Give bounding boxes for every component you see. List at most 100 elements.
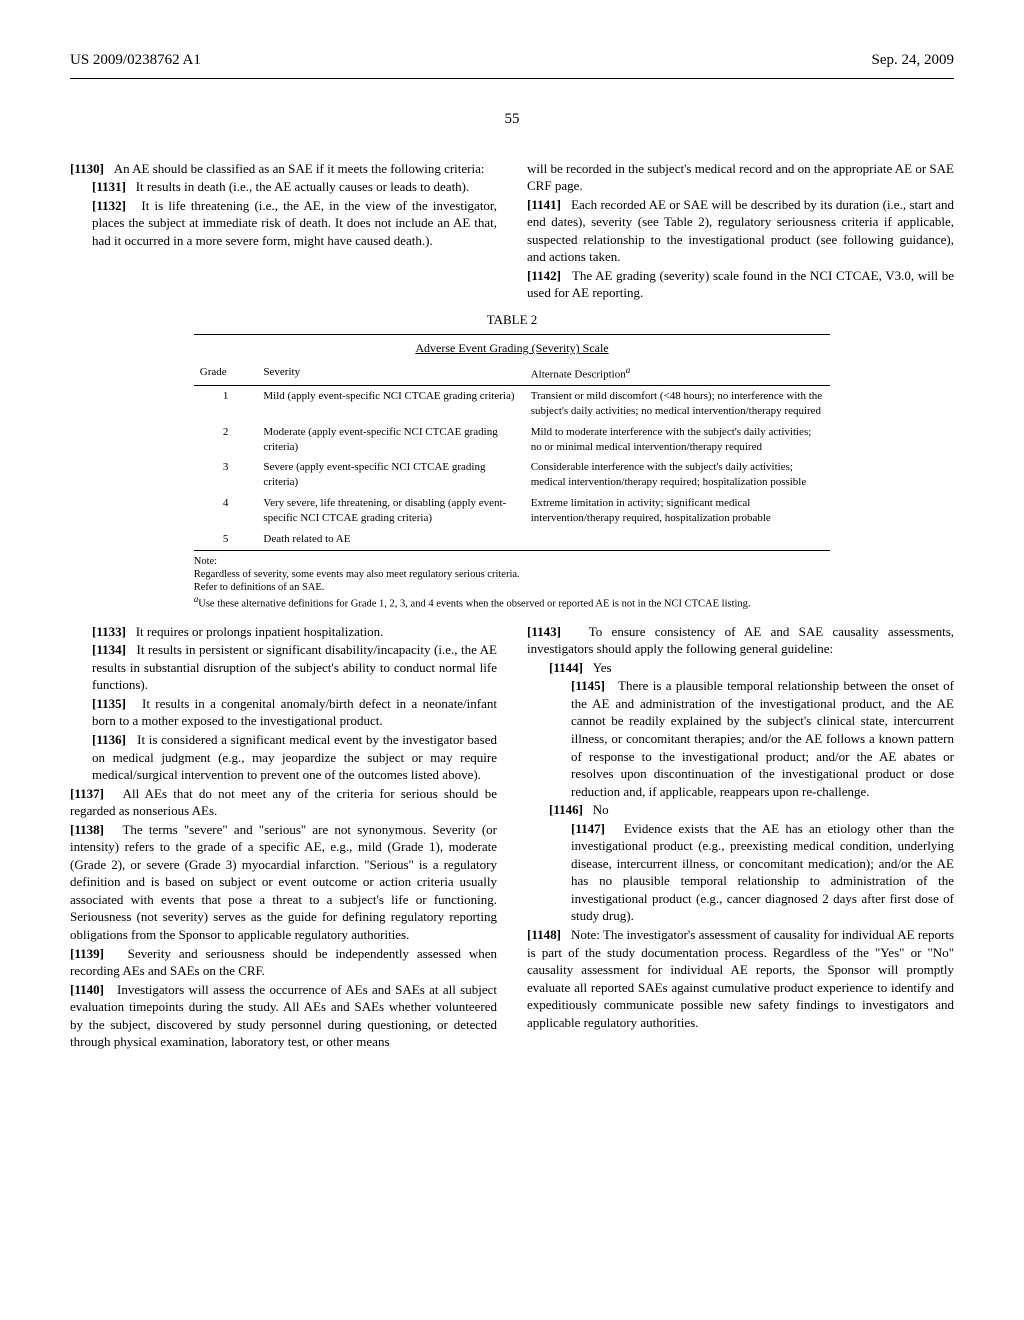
note-line: Refer to definitions of an SAE. (194, 581, 830, 594)
para-text: Severity and seriousness should be indep… (70, 946, 497, 979)
th-severity: Severity (257, 361, 524, 386)
table-row: 4Very severe, life threatening, or disab… (194, 493, 830, 529)
para-text: will be recorded in the subject's medica… (527, 161, 954, 194)
para-text: Each recorded AE or SAE will be describe… (527, 197, 954, 265)
para-1143: [1143] To ensure consistency of AE and S… (527, 623, 954, 658)
para-text: The terms "severe" and "serious" are not… (70, 822, 497, 942)
para-1145: [1145] There is a plausible temporal rel… (527, 677, 954, 800)
table-row: 5Death related to AE (194, 529, 830, 550)
para-num: [1133] (92, 624, 126, 639)
para-1146: [1146] No (527, 801, 954, 819)
pub-number: US 2009/0238762 A1 (70, 50, 201, 70)
para-num: [1135] (92, 696, 126, 711)
para-1144: [1144] Yes (527, 659, 954, 677)
para-num: [1136] (92, 732, 126, 747)
para-text: To ensure consistency of AE and SAE caus… (527, 624, 954, 657)
para-text: It results in persistent or significant … (92, 642, 497, 692)
para-text: The AE grading (severity) scale found in… (527, 268, 954, 301)
table-2-container: TABLE 2 Adverse Event Grading (Severity)… (194, 311, 830, 611)
para-num: [1143] (527, 624, 561, 639)
para-1136: [1136] It is considered a significant me… (70, 731, 497, 784)
para-num: [1132] (92, 198, 126, 213)
para-num: [1131] (92, 179, 126, 194)
para-num: [1148] (527, 927, 561, 942)
cell-severity: Death related to AE (257, 529, 524, 550)
cell-alt (525, 529, 831, 550)
para-text: It requires or prolongs inpatient hospit… (136, 624, 384, 639)
para-text: Evidence exists that the AE has an etiol… (571, 821, 954, 924)
th-grade: Grade (194, 361, 258, 386)
para-1137: [1137] All AEs that do not meet any of t… (70, 785, 497, 820)
para-1130: [1130] An AE should be classified as an … (70, 160, 497, 178)
para-1135: [1135] It results in a congenital anomal… (70, 695, 497, 730)
para-num: [1139] (70, 946, 104, 961)
superscript-a: a (626, 365, 631, 375)
table-caption: TABLE 2 (194, 311, 830, 329)
para-text: All AEs that do not meet any of the crit… (70, 786, 497, 819)
page-header: US 2009/0238762 A1 Sep. 24, 2009 (70, 50, 954, 70)
para-text: An AE should be classified as an SAE if … (114, 161, 485, 176)
cell-alt: Considerable interference with the subje… (525, 457, 831, 493)
para-1133: [1133] It requires or prolongs inpatient… (70, 623, 497, 641)
para-text: Note: The investigator's assessment of c… (527, 927, 954, 1030)
page-number: 55 (70, 109, 954, 129)
content-columns: [1130] An AE should be classified as an … (70, 160, 954, 1052)
para-text: It results in death (i.e., the AE actual… (136, 179, 470, 194)
note-line: aUse these alternative definitions for G… (194, 594, 830, 611)
para-num: [1130] (70, 161, 104, 176)
para-num: [1140] (70, 982, 104, 997)
para-1140-cont: will be recorded in the subject's medica… (527, 160, 954, 195)
cell-grade: 3 (194, 457, 258, 493)
para-1148: [1148] Note: The investigator's assessme… (527, 926, 954, 1031)
para-1139: [1139] Severity and seriousness should b… (70, 945, 497, 980)
note-line: Regardless of severity, some events may … (194, 568, 830, 581)
para-1142: [1142] The AE grading (severity) scale f… (527, 267, 954, 302)
table-header-row: Grade Severity Alternate Descriptiona (194, 361, 830, 386)
cell-severity: Mild (apply event-specific NCI CTCAE gra… (257, 386, 524, 422)
para-text: There is a plausible temporal relationsh… (571, 678, 954, 798)
para-text: It results in a congenital anomaly/birth… (92, 696, 497, 729)
cell-grade: 5 (194, 529, 258, 550)
para-text: Investigators will assess the occurrence… (70, 982, 497, 1050)
para-num: [1141] (527, 197, 561, 212)
table-row: 3Severe (apply event-specific NCI CTCAE … (194, 457, 830, 493)
th-alt-text: Alternate Description (531, 368, 626, 380)
cell-grade: 1 (194, 386, 258, 422)
para-num: [1134] (92, 642, 126, 657)
note-line: Note: (194, 555, 830, 568)
para-text: It is life threatening (i.e., the AE, in… (92, 198, 497, 248)
table-title: Adverse Event Grading (Severity) Scale (194, 340, 830, 356)
cell-severity: Very severe, life threatening, or disabl… (257, 493, 524, 529)
para-1141: [1141] Each recorded AE or SAE will be d… (527, 196, 954, 266)
para-num: [1144] (549, 660, 583, 675)
cell-alt: Mild to moderate interference with the s… (525, 422, 831, 458)
para-1132: [1132] It is life threatening (i.e., the… (70, 197, 497, 250)
para-1140: [1140] Investigators will assess the occ… (70, 981, 497, 1051)
table-row: 1Mild (apply event-specific NCI CTCAE gr… (194, 386, 830, 422)
cell-severity: Severe (apply event-specific NCI CTCAE g… (257, 457, 524, 493)
para-text: It is considered a significant medical e… (92, 732, 497, 782)
cell-grade: 2 (194, 422, 258, 458)
header-rule (70, 78, 954, 79)
para-1138: [1138] The terms "severe" and "serious" … (70, 821, 497, 944)
table-rule (194, 550, 830, 551)
para-num: [1145] (571, 678, 605, 693)
para-1134: [1134] It results in persistent or signi… (70, 641, 497, 694)
para-1131: [1131] It results in death (i.e., the AE… (70, 178, 497, 196)
para-num: [1138] (70, 822, 104, 837)
para-num: [1142] (527, 268, 561, 283)
ae-grade-table: Grade Severity Alternate Descriptiona 1M… (194, 361, 830, 550)
note-text: Use these alternative definitions for Gr… (198, 599, 750, 610)
para-num: [1137] (70, 786, 104, 801)
cell-severity: Moderate (apply event-specific NCI CTCAE… (257, 422, 524, 458)
para-text: Yes (593, 660, 612, 675)
cell-alt: Transient or mild discomfort (<48 hours)… (525, 386, 831, 422)
para-1147: [1147] Evidence exists that the AE has a… (527, 820, 954, 925)
cell-grade: 4 (194, 493, 258, 529)
cell-alt: Extreme limitation in activity; signific… (525, 493, 831, 529)
table-row: 2Moderate (apply event-specific NCI CTCA… (194, 422, 830, 458)
para-num: [1147] (571, 821, 605, 836)
pub-date: Sep. 24, 2009 (872, 50, 955, 70)
para-num: [1146] (549, 802, 583, 817)
th-alt: Alternate Descriptiona (525, 361, 831, 386)
